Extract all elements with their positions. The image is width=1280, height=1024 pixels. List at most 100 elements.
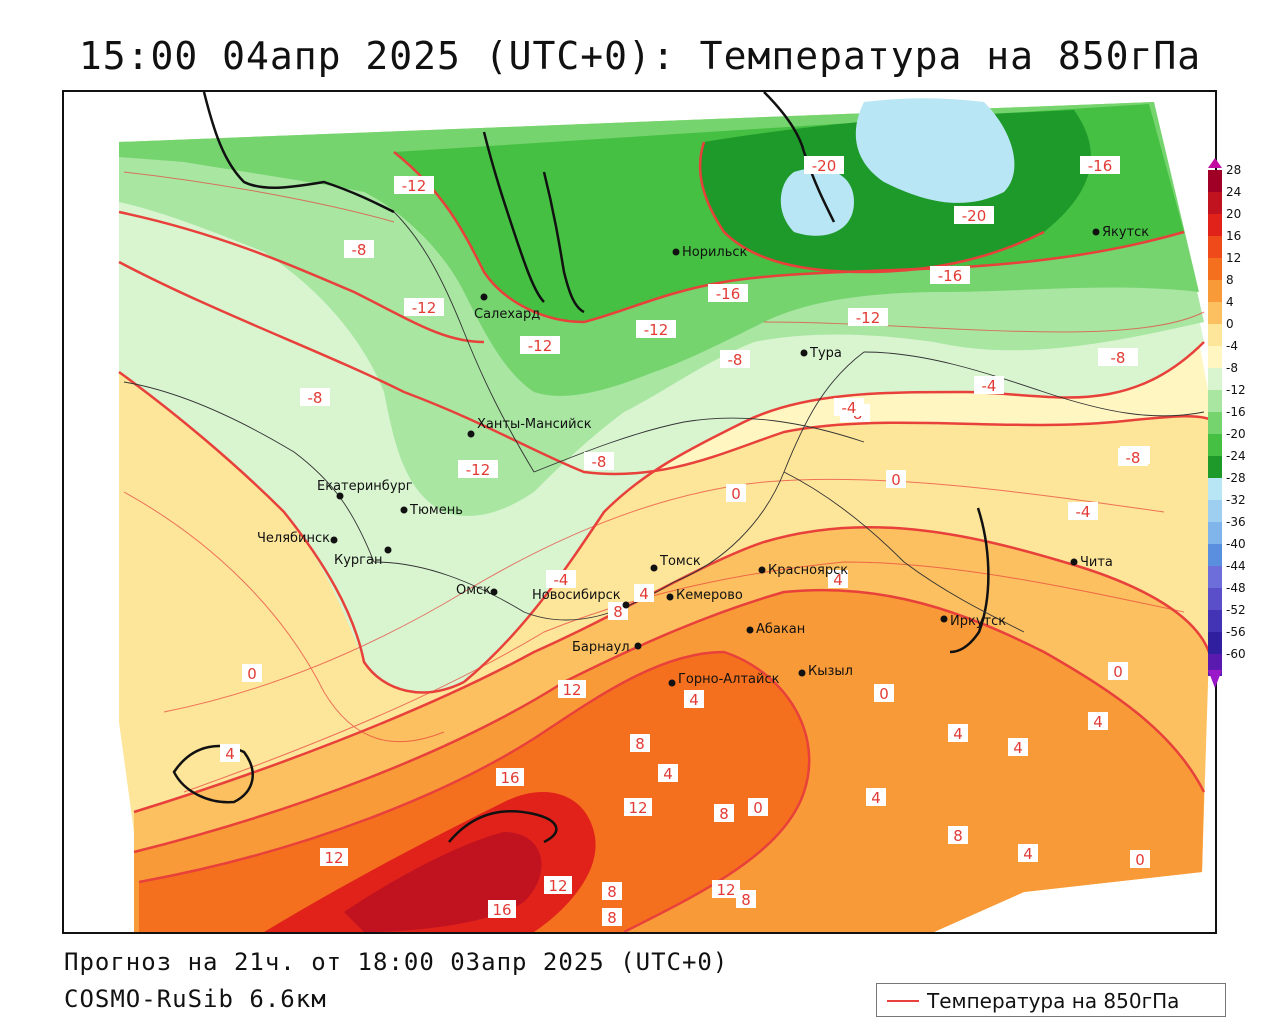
isotherm-label: 0 <box>247 665 257 683</box>
isotherm-label: 12 <box>562 681 581 699</box>
scale-cell <box>1208 434 1222 456</box>
city-marker[interactable]: Салехард <box>474 293 540 323</box>
scale-cell <box>1208 280 1222 302</box>
city-marker[interactable]: Тюмень <box>400 503 463 518</box>
city-label: Тюмень <box>409 503 463 518</box>
city-marker[interactable]: Курган <box>334 546 392 569</box>
isotherm-label: 8 <box>719 805 729 823</box>
city-marker[interactable]: Горно-Алтайск <box>668 672 780 687</box>
isotherm-label: -16 <box>1088 157 1113 175</box>
isotherm-label: -8 <box>1126 449 1141 467</box>
isotherm-label: 8 <box>635 735 645 753</box>
isotherm-label: 8 <box>607 883 617 901</box>
scale-tick-label: -28 <box>1226 471 1246 485</box>
isotherm-label: -4 <box>554 571 569 589</box>
city-marker[interactable]: Кемерово <box>666 588 743 603</box>
city-marker[interactable]: Томск <box>650 554 701 572</box>
isotherm-label: 4 <box>953 725 963 743</box>
scale-cell <box>1208 544 1222 566</box>
isotherm-label: 0 <box>879 685 889 703</box>
scale-tick-label: 28 <box>1226 163 1241 177</box>
city-marker[interactable]: Иркутск <box>940 614 1007 629</box>
city-marker[interactable]: Челябинск <box>257 531 338 546</box>
city-label: Красноярск <box>768 563 848 578</box>
isotherm-label: -16 <box>938 267 963 285</box>
city-marker[interactable]: Абакан <box>746 622 806 637</box>
scale-cell <box>1208 478 1222 500</box>
scale-cell <box>1208 500 1222 522</box>
city-marker[interactable]: Красноярск <box>758 563 849 578</box>
isotherm-label: 12 <box>548 877 567 895</box>
isotherm-label: -12 <box>402 177 427 195</box>
city-marker[interactable]: Якутск <box>1092 225 1150 240</box>
scale-tick-label: -32 <box>1226 493 1246 507</box>
isotherm-label: -12 <box>644 321 669 339</box>
isotherm-label: -12 <box>856 309 881 327</box>
city-marker[interactable]: Ханты-Мансийск <box>467 417 592 438</box>
city-marker[interactable]: Новосибирск <box>532 588 630 609</box>
city-label: Чита <box>1080 555 1113 570</box>
scale-cell <box>1208 412 1222 434</box>
map-title: 15:00 04апр 2025 (UTC+0): Температура на… <box>78 34 1202 78</box>
scale-cell <box>1208 302 1222 324</box>
isotherm-label: 16 <box>500 769 519 787</box>
scale-bottom-arrow-icon <box>1208 670 1222 688</box>
scale-cell <box>1208 566 1222 588</box>
city-marker[interactable]: Норильск <box>672 245 748 260</box>
isotherm-label: 16 <box>492 901 511 919</box>
city-marker[interactable]: Омск <box>456 583 498 598</box>
city-label: Челябинск <box>257 531 330 546</box>
scale-tick-label: 0 <box>1226 317 1234 331</box>
legend: Температура на 850гПа <box>876 983 1226 1017</box>
isotherm-label: 4 <box>639 585 649 603</box>
isotherm-label: -12 <box>466 461 491 479</box>
isotherm-label: -12 <box>412 299 437 317</box>
city-label: Екатеринбург <box>317 479 413 494</box>
scale-tick-label: 12 <box>1226 251 1241 265</box>
city-label: Иркутск <box>950 614 1006 629</box>
isotherm-label: 0 <box>1113 663 1123 681</box>
scale-tick-label: -4 <box>1226 339 1238 353</box>
city-marker[interactable]: Чита <box>1070 555 1113 570</box>
city-marker[interactable]: Тура <box>800 346 842 361</box>
city-label: Томск <box>659 554 701 569</box>
forecast-info: Прогноз на 21ч. от 18:00 03апр 2025 (UTC… <box>64 948 729 976</box>
city-label: Барнаул <box>572 640 630 655</box>
isotherm-label: -12 <box>528 337 553 355</box>
isotherm-label: 4 <box>1093 713 1103 731</box>
scale-tick-label: -12 <box>1226 383 1246 397</box>
scale-tick-label: 8 <box>1226 273 1234 287</box>
isotherm-label: 8 <box>953 827 963 845</box>
city-label: Ханты-Мансийск <box>477 417 592 432</box>
isotherm-label: -4 <box>1076 503 1091 521</box>
scale-tick-label: 4 <box>1226 295 1234 309</box>
scale-tick-label: 24 <box>1226 185 1241 199</box>
scale-cell <box>1208 610 1222 632</box>
isotherm-label: 0 <box>891 471 901 489</box>
isotherm-label: 4 <box>663 765 673 783</box>
scale-tick-label: -20 <box>1226 427 1246 441</box>
legend-line-swatch <box>887 1000 919 1002</box>
scale-cell <box>1208 324 1222 346</box>
scale-tick-label: -52 <box>1226 603 1246 617</box>
isotherm-label: 0 <box>731 485 741 503</box>
city-label: Якутск <box>1102 225 1149 240</box>
city-label: Омск <box>456 583 491 598</box>
forecast-map[interactable]: -12 -20 -16 -20 -8 -16 -16 -12 -12 -12 -… <box>62 90 1217 934</box>
city-marker[interactable]: Екатеринбург <box>317 479 413 500</box>
isotherm-label: 12 <box>324 849 343 867</box>
scale-tick-label: -8 <box>1226 361 1238 375</box>
scale-cell <box>1208 368 1222 390</box>
city-marker[interactable]: Барнаул <box>572 640 642 655</box>
legend-label: Температура на 850гПа <box>927 989 1180 1013</box>
model-name: COSMO-RuSib 6.6км <box>64 985 327 1013</box>
scale-cell <box>1208 236 1222 258</box>
scale-cell <box>1208 214 1222 236</box>
scale-tick-label: -36 <box>1226 515 1246 529</box>
city-marker[interactable]: Кызыл <box>798 664 853 679</box>
scale-tick-label: -56 <box>1226 625 1246 639</box>
city-label: Тура <box>809 346 842 361</box>
isotherm-label: 4 <box>225 745 235 763</box>
scale-tick-label: -44 <box>1226 559 1246 573</box>
city-label: Абакан <box>756 622 805 637</box>
